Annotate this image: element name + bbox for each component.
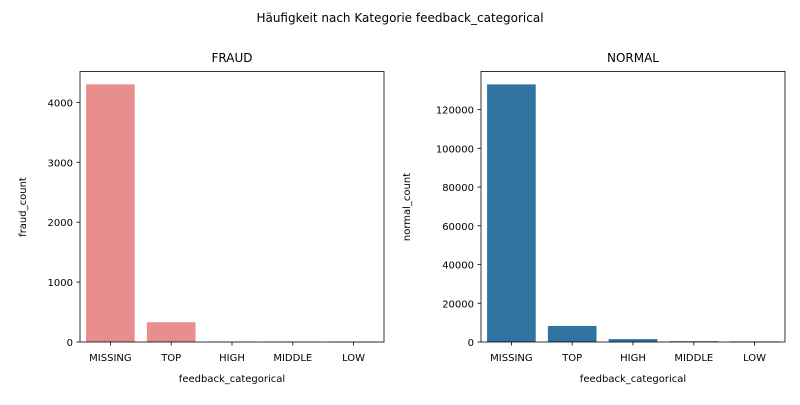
normal-y-tick-label: 120000 [436,106,474,117]
fraud-chart-title: FRAUD [212,51,253,65]
normal-y-tick-label: 20000 [442,299,474,310]
fraud-x-axis-label: feedback_categorical [179,374,285,385]
fraud-y-axis-label: fraud_count [18,177,29,237]
fraud-x-tick-label: TOP [160,353,181,364]
fraud-y-tick-label: 2000 [48,218,73,229]
normal-x-axis: MISSING TOP HIGH MIDDLE LOW [490,342,766,364]
normal-y-tick-label: 0 [468,338,474,349]
normal-x-tick-label: LOW [743,353,766,364]
normal-y-tick-label: 40000 [442,261,474,272]
normal-plot-frame [480,71,786,343]
fraud-y-tick-label: 4000 [48,98,73,109]
fraud-y-tick-label: 0 [67,338,73,349]
fraud-x-axis: MISSING TOP HIGH MIDDLE LOW [89,342,365,364]
normal-y-axis: 0 20000 40000 60000 80000 100000 120000 [436,106,481,349]
fraud-bar-missing [86,84,135,342]
normal-x-tick-label: TOP [561,353,582,364]
normal-x-tick-label: MISSING [490,353,532,364]
normal-x-tick-label: MIDDLE [674,353,713,364]
normal-chart-title: NORMAL [607,51,659,65]
normal-y-tick-label: 60000 [442,222,474,233]
fraud-plot-frame [79,71,385,343]
normal-bars [487,84,779,343]
normal-x-axis-label: feedback_categorical [580,374,686,385]
normal-bar-high [608,339,658,342]
fraud-x-tick-label: MIDDLE [273,353,312,364]
normal-y-tick-label: 80000 [442,183,474,194]
normal-bar-missing [487,84,536,342]
fraud-y-tick-label: 3000 [48,158,73,169]
normal-bar-top [547,325,597,342]
figure-suptitle: Häufigkeit nach Kategorie feedback_categ… [256,11,543,25]
normal-y-axis-label: normal_count [402,173,413,241]
fraud-y-tick-label: 1000 [48,278,73,289]
fraud-bars [86,84,378,343]
fraud-x-tick-label: HIGH [219,353,245,364]
normal-x-tick-label: HIGH [620,353,646,364]
normal-y-tick-label: 100000 [436,144,474,155]
fraud-x-tick-label: MISSING [89,353,131,364]
normal-chart: NORMAL 0 20000 40000 60000 80000 100000 120000… [402,51,786,385]
fraud-bar-top [146,322,196,342]
fraud-y-axis: 0 1000 2000 3000 4000 [48,98,80,349]
fraud-x-tick-label: LOW [342,353,365,364]
